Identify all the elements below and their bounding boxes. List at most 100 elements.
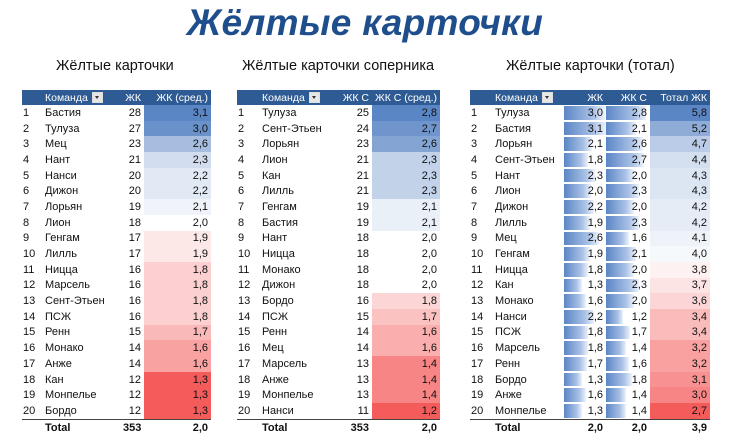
rank-cell: 16 xyxy=(238,342,251,355)
value-cell: 1,6 xyxy=(606,356,650,372)
total-label: Total xyxy=(492,418,564,436)
bar-value: 2,6 xyxy=(631,138,647,151)
table-row: 9 Генгам 17 1,9 xyxy=(22,230,211,247)
table-row: 6 Лион 2,0 2,3 4,3 xyxy=(470,183,710,200)
value-cell: 27 xyxy=(128,122,141,135)
data-bar xyxy=(606,200,635,214)
rank-cell: 2 xyxy=(238,122,245,135)
table-row: 3 Лорьян 2,1 2,6 4,7 xyxy=(470,136,710,153)
average-cell: 1,8 xyxy=(372,293,440,309)
rank-cell: 13 xyxy=(23,295,36,308)
data-bar xyxy=(564,309,594,324)
table-row: 18 Анже 13 1,4 xyxy=(237,371,440,388)
rank-cell: 10 xyxy=(23,248,36,261)
average-cell: 2,6 xyxy=(144,136,211,153)
value-cell: 2,3 xyxy=(606,215,650,231)
average-cell: 2,1 xyxy=(144,199,211,215)
team-cell: Марсель xyxy=(495,342,540,355)
table-row: 12 Кан 1,3 2,3 3,7 xyxy=(470,277,710,294)
average-cell: 1,3 xyxy=(144,371,211,388)
team-cell: Кан xyxy=(495,279,514,292)
value-cell: 14 xyxy=(356,326,369,339)
data-bar xyxy=(606,325,631,340)
filter-dropdown-icon[interactable] xyxy=(308,92,320,104)
value-cell: 12 xyxy=(128,373,141,386)
rank-cell: 19 xyxy=(471,389,484,402)
team-cell: Ренн xyxy=(45,326,71,339)
table-row: 16 Мец 14 1,6 xyxy=(237,340,440,356)
team-cell: Мец xyxy=(262,342,284,355)
average-cell: 3,2 xyxy=(650,340,710,356)
column-header-label: Команда xyxy=(262,91,305,104)
bar-value: 2,0 xyxy=(631,263,647,276)
rank-cell: 8 xyxy=(471,216,478,229)
bar-value: 2,8 xyxy=(631,106,647,119)
team-cell: Ницца xyxy=(262,248,295,261)
data-bar xyxy=(564,372,582,387)
average-cell: 2,0 xyxy=(372,246,440,262)
value-cell: 21 xyxy=(356,153,369,166)
table-row: 16 Монако 14 1,6 xyxy=(22,340,211,356)
team-cell: Анже xyxy=(495,389,522,402)
average-cell: 1,3 xyxy=(144,403,211,420)
bar-value: 2,3 xyxy=(631,279,647,292)
value-cell: 23 xyxy=(128,138,141,151)
data-bar xyxy=(606,309,624,324)
rank-cell: 16 xyxy=(471,342,484,355)
table-row: 7 Лорьян 19 2,1 xyxy=(22,199,211,215)
filter-dropdown-icon[interactable] xyxy=(541,92,553,104)
table-row: 2 Сент-Этьен 24 2,7 xyxy=(237,120,440,137)
column-header: Тотал ЖК xyxy=(650,90,710,105)
value-cell: 16 xyxy=(128,279,141,292)
team-cell: Нанси xyxy=(262,404,294,417)
data-bar xyxy=(606,278,639,293)
table-row: 4 Нант 21 2,3 xyxy=(22,152,211,168)
value-cell: 21 xyxy=(356,169,369,182)
team-cell: Кан xyxy=(262,169,281,182)
bar-value: 1,9 xyxy=(587,248,603,261)
average-cell: 3,1 xyxy=(144,105,211,121)
bar-value: 2,0 xyxy=(587,185,603,198)
average-cell: 5,8 xyxy=(650,105,710,121)
bar-value: 2,3 xyxy=(587,169,603,182)
rank-cell: 20 xyxy=(238,404,251,417)
average-cell: 3,1 xyxy=(650,371,710,388)
table-row: 5 Кан 21 2,3 xyxy=(237,167,440,184)
table-row: 13 Сент-Этьен 16 1,8 xyxy=(22,293,211,309)
rank-cell: 14 xyxy=(471,310,484,323)
value-cell: 1,2 xyxy=(606,309,650,325)
average-cell: 3,4 xyxy=(650,308,710,325)
average-cell: 2,6 xyxy=(372,136,440,153)
average-cell: 2,2 xyxy=(144,183,211,200)
value-cell: 23 xyxy=(356,138,369,151)
value-cell: 1,4 xyxy=(606,403,650,419)
team-cell: Дижон xyxy=(495,200,529,213)
average-cell: 2,0 xyxy=(372,277,440,294)
team-cell: Тулуза xyxy=(495,106,530,119)
rank-cell: 18 xyxy=(238,373,251,386)
team-cell: Лилль xyxy=(495,216,527,229)
average-cell: 3,8 xyxy=(650,261,710,278)
bar-value: 1,8 xyxy=(587,263,603,276)
team-cell: Лилль xyxy=(45,248,77,261)
average-cell: 1,6 xyxy=(144,356,211,372)
average-cell: 1,8 xyxy=(144,277,211,294)
average-cell: 4,7 xyxy=(650,136,710,153)
value-cell: 1,3 xyxy=(564,278,606,294)
value-cell: 2,2 xyxy=(564,309,606,325)
bar-value: 1,4 xyxy=(631,389,647,402)
data-bar xyxy=(564,168,596,183)
table-row: 14 ПСЖ 16 1,8 xyxy=(22,308,211,325)
table-row: 10 Ницца 18 2,0 xyxy=(237,246,440,262)
total-value: 353 xyxy=(120,418,144,436)
yellow-cards-table: Команда ЖК ЖК (сред.) 1 Бастия 28 3,1 2 Тулуза 27… xyxy=(22,90,211,436)
value-cell: 19 xyxy=(356,216,369,229)
value-cell: 16 xyxy=(128,310,141,323)
team-cell: Сент-Этьен xyxy=(45,295,105,308)
rank-cell: 6 xyxy=(471,185,478,198)
value-cell: 1,3 xyxy=(564,403,606,419)
value-cell: 21 xyxy=(356,185,369,198)
filter-dropdown-icon[interactable] xyxy=(91,92,103,104)
table-row: 2 Тулуза 27 3,0 xyxy=(22,120,211,137)
rank-cell: 14 xyxy=(23,310,36,323)
